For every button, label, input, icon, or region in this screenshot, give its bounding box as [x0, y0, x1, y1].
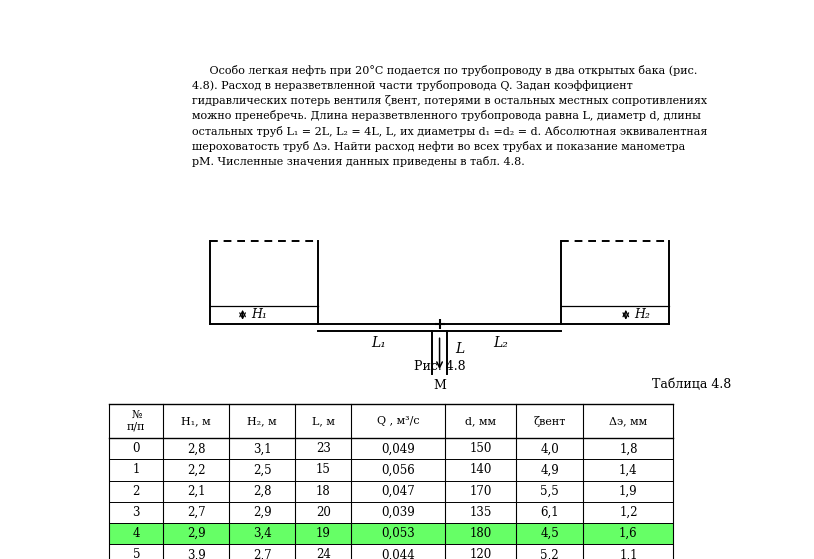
- Text: М: М: [433, 379, 446, 392]
- Text: 5,5: 5,5: [540, 485, 559, 498]
- Text: 2,9: 2,9: [187, 527, 206, 540]
- Text: 2,9: 2,9: [253, 506, 272, 519]
- Text: 2,1: 2,1: [187, 485, 205, 498]
- Text: 24: 24: [316, 548, 330, 559]
- Text: 3,1: 3,1: [253, 442, 272, 455]
- Text: 5,2: 5,2: [540, 548, 559, 559]
- Text: 0,044: 0,044: [381, 548, 415, 559]
- Text: 0,039: 0,039: [381, 506, 415, 519]
- Text: 1: 1: [133, 463, 140, 476]
- Text: Δэ, мм: Δэ, мм: [610, 416, 647, 426]
- Text: 6,1: 6,1: [540, 506, 559, 519]
- Text: 15: 15: [316, 463, 330, 476]
- Text: L, м: L, м: [312, 416, 335, 426]
- Text: 4,9: 4,9: [540, 463, 559, 476]
- Text: 2,7: 2,7: [253, 548, 272, 559]
- Text: 1,2: 1,2: [619, 506, 637, 519]
- Text: 140: 140: [470, 463, 492, 476]
- Text: 1,8: 1,8: [619, 442, 637, 455]
- Text: 5: 5: [133, 548, 140, 559]
- Text: Q , м³/c: Q , м³/c: [377, 416, 419, 426]
- Text: L₁: L₁: [371, 337, 386, 350]
- Text: d, мм: d, мм: [465, 416, 496, 426]
- Text: H₁: H₁: [252, 308, 267, 321]
- Text: 4,0: 4,0: [540, 442, 559, 455]
- Text: 2,7: 2,7: [187, 506, 206, 519]
- Text: H₁, м: H₁, м: [182, 416, 211, 426]
- Text: 120: 120: [470, 548, 492, 559]
- Text: 3,4: 3,4: [253, 527, 272, 540]
- Text: 170: 170: [470, 485, 492, 498]
- Text: 4,5: 4,5: [540, 527, 559, 540]
- Text: 0,053: 0,053: [381, 527, 415, 540]
- Text: 1,9: 1,9: [619, 485, 637, 498]
- Text: ζвент: ζвент: [533, 415, 566, 427]
- Text: 4: 4: [133, 527, 140, 540]
- Text: №
п/п: № п/п: [127, 410, 146, 432]
- Text: H₂: H₂: [634, 308, 650, 321]
- Text: H₂, м: H₂, м: [247, 416, 277, 426]
- Text: 1,1: 1,1: [619, 548, 637, 559]
- Text: Таблица 4.8: Таблица 4.8: [652, 378, 731, 391]
- Text: 0,049: 0,049: [381, 442, 415, 455]
- Text: 150: 150: [470, 442, 492, 455]
- Text: 3: 3: [133, 506, 140, 519]
- Text: 0,056: 0,056: [381, 463, 415, 476]
- Text: 18: 18: [316, 485, 330, 498]
- Text: L: L: [455, 342, 465, 356]
- Text: 0: 0: [133, 442, 140, 455]
- Text: 3,9: 3,9: [187, 548, 206, 559]
- Text: 20: 20: [316, 506, 330, 519]
- Bar: [109, 523, 673, 544]
- Text: 2,2: 2,2: [187, 463, 205, 476]
- Text: L₂: L₂: [493, 337, 508, 350]
- Text: 23: 23: [316, 442, 330, 455]
- Text: Рис. 4.8: Рис. 4.8: [414, 360, 466, 373]
- Text: Особо легкая нефть при 20°С подается по трубопроводу в два открытых бака (рис.
4: Особо легкая нефть при 20°С подается по …: [192, 65, 707, 167]
- Text: 180: 180: [470, 527, 492, 540]
- Text: 2,8: 2,8: [253, 485, 271, 498]
- Text: 1,6: 1,6: [619, 527, 637, 540]
- Text: 2,5: 2,5: [253, 463, 272, 476]
- Text: 19: 19: [316, 527, 330, 540]
- Text: 0,047: 0,047: [381, 485, 415, 498]
- Text: 2,8: 2,8: [187, 442, 205, 455]
- Text: 1,4: 1,4: [619, 463, 637, 476]
- Text: 2: 2: [133, 485, 140, 498]
- Text: 135: 135: [470, 506, 492, 519]
